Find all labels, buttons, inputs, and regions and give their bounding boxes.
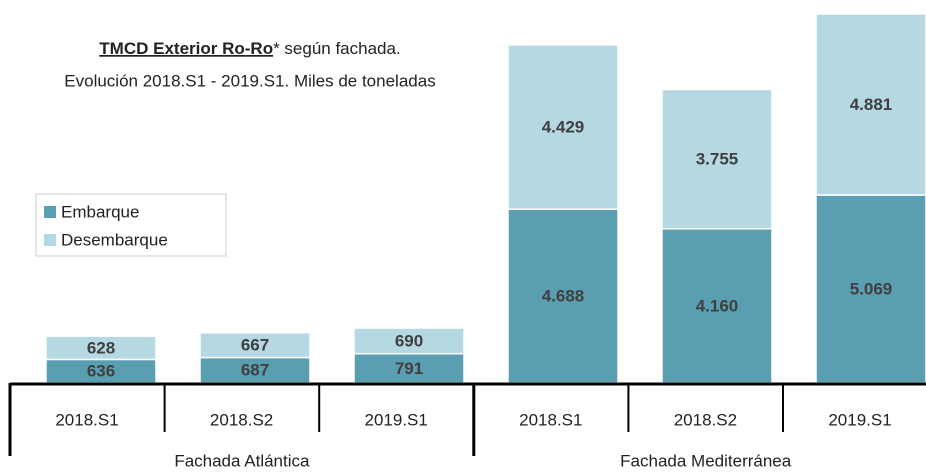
value-label: 4.688 (542, 287, 585, 306)
value-label: 687 (241, 361, 269, 380)
bar-segment (353, 327, 465, 355)
value-label: 4.881 (850, 95, 893, 114)
value-label: 667 (241, 336, 269, 355)
bar-segment (661, 227, 773, 384)
x-tick-label: 2018.S2 (210, 410, 273, 429)
value-label: 3.755 (696, 150, 739, 169)
legend-swatch (44, 206, 56, 218)
chart-title: TMCD Exterior Ro-Ro* según fachada. (99, 39, 400, 58)
legend-box (35, 193, 227, 257)
value-label: 636 (87, 362, 115, 381)
value-label: 690 (395, 331, 423, 350)
legend-label: Desembarque (61, 230, 168, 249)
x-tick-label: 2018.S1 (519, 410, 582, 429)
title-rest: * según fachada. (273, 39, 401, 58)
chart-subtitle: Evolución 2018.S1 - 2019.S1. Miles de to… (64, 71, 435, 90)
group-label: Fachada Mediterránea (620, 451, 792, 470)
group-label: Fachada Atlántica (174, 451, 310, 470)
value-label: 791 (395, 359, 423, 378)
title-bold: TMCD Exterior Ro-Ro (99, 39, 273, 58)
bar-segment (815, 194, 926, 384)
legend-label: Embarque (61, 202, 139, 221)
value-label: 5.069 (850, 279, 893, 298)
value-label: 628 (87, 338, 115, 357)
x-tick-label: 2019.S1 (365, 410, 428, 429)
legend-swatch (44, 234, 56, 246)
x-tick-label: 2018.S2 (674, 410, 737, 429)
bar-segment (45, 335, 157, 361)
bar-segment (353, 352, 465, 384)
bar-segment (507, 44, 619, 210)
value-label: 4.160 (696, 296, 739, 315)
x-tick-label: 2018.S1 (55, 410, 118, 429)
value-label: 4.429 (542, 118, 585, 137)
bar-segment (199, 332, 311, 359)
x-tick-label: 2019.S1 (828, 410, 891, 429)
bar-segment (507, 208, 619, 384)
bar-segment (661, 88, 773, 230)
bar-segment (815, 13, 926, 196)
